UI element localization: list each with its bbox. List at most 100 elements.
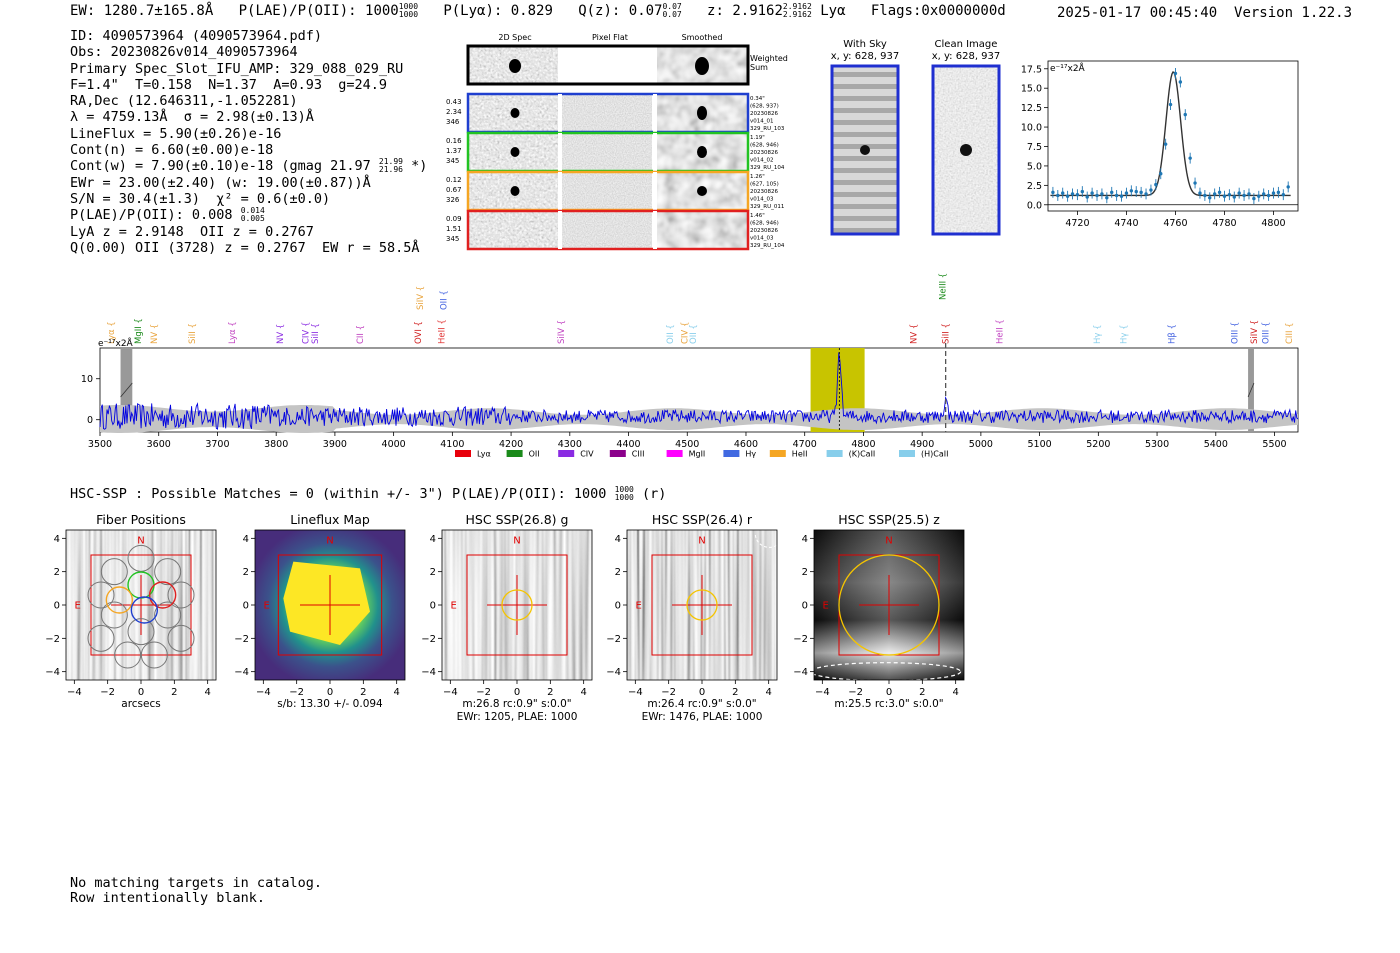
panel-ytick-label: 0: [243, 601, 249, 612]
fiber-circle: [140, 641, 168, 669]
spec-xtick-label: 5300: [1145, 439, 1169, 450]
fiber-cutouts: 2D Spec Pixel Flat Smoothed Weighted Sum…: [446, 33, 788, 251]
hsc-summary: HSC-SSP : Possible Matches = 0 (within +…: [70, 486, 666, 503]
fit-data-point: [1124, 191, 1129, 195]
cutout-pixelflat: [562, 211, 652, 249]
fiber-circle-highlight: [105, 586, 134, 614]
compass-n: N: [885, 535, 892, 546]
panel-ytick-label: 0: [430, 601, 436, 612]
emission-label: SiIV {: [557, 320, 567, 344]
cutout-right-meta: 20230826: [750, 111, 778, 117]
cutout-right-meta: 1.46": [750, 213, 765, 219]
z-hi: 2.9162: [782, 2, 812, 11]
panel-xtick-label: −4: [628, 687, 643, 698]
datetime: 2025-01-17 00:45:40: [1057, 5, 1218, 21]
fit-data-point: [1242, 193, 1246, 198]
search-box: [651, 554, 753, 656]
fit-unit-label: e⁻¹⁷x2Å: [1050, 62, 1086, 74]
spec-xtick-label: 4400: [616, 439, 640, 450]
cutout-row-2: 0.16 1.37 345 1.19" (628, 946)20230826 v014_0…: [446, 131, 785, 173]
flags-value: Flags:0x0000000d: [870, 3, 1006, 19]
panel-xtick-label: 2: [919, 687, 925, 698]
spec-xtick-label: 3500: [88, 439, 112, 450]
panel-ytick-label: −2: [421, 634, 436, 645]
spectrum-axes-frame: [99, 347, 1299, 433]
spec-xtick-label: 3800: [264, 439, 288, 450]
detection-info: ID: 4090573964 (4090573964.pdf) Obs: 202…: [70, 28, 427, 256]
fit-gaussian-curve: [1050, 71, 1291, 197]
cutout-gap: [558, 94, 562, 132]
emission-label: Lyα {: [107, 321, 117, 344]
panel-ytick-label: −4: [421, 667, 436, 678]
panel-xtick-label: 4: [393, 687, 399, 698]
ellipse-aperture: [810, 662, 962, 682]
fit-xtick-label: 4760: [1163, 218, 1187, 229]
search-box: [277, 554, 383, 656]
compass-e: E: [451, 600, 457, 611]
cutout-right-meta: (628, 937): [750, 104, 779, 110]
info-lineflux: LineFlux = 5.90(±0.26)e-16: [70, 125, 282, 142]
emission-label: CII {: [356, 325, 366, 344]
emission-line-labels: Lyα {MgII {NV {SiII {Lyα {NV {CIV {SiII …: [107, 273, 1295, 344]
spec-xtick-label: 4200: [499, 439, 523, 450]
hsc-panel-title: HSC SSP(26.4) r: [652, 512, 753, 527]
panel-caption: s/b: 13.30 +/- 0.094: [277, 698, 383, 710]
fiber-circle: [87, 581, 115, 609]
clean-image: [931, 64, 1001, 236]
cutout-right-meta: 1.19": [750, 135, 765, 141]
fit-ytick-label: 15.0: [1021, 84, 1042, 95]
emission-label: CIV {: [680, 322, 690, 344]
cutout-gap: [558, 172, 562, 210]
emission-label: NV {: [276, 324, 286, 344]
panel-xtick-label: 4: [765, 687, 771, 698]
compass-e: E: [823, 600, 829, 611]
legend-label: (K)CaII: [849, 450, 876, 459]
cutout-left-stat: 1.37: [446, 147, 462, 155]
emission-label: OIII {: [1262, 322, 1272, 344]
fiber-circle-highlight: [148, 581, 177, 609]
col-header-smoothed: Smoothed: [682, 33, 723, 42]
line-id: Lyα: [820, 3, 846, 19]
emission-label: SiII {: [942, 323, 952, 344]
fit-ytick-label: 10.0: [1021, 123, 1042, 134]
col-header-pixelflat: Pixel Flat: [592, 33, 628, 42]
fit-data-point: [1134, 189, 1138, 194]
panel-ytick-label: 4: [615, 534, 621, 545]
fit-data-point: [1119, 194, 1124, 198]
fit-ticks: 4720 4740 4760 4780 4800 0.0 2.5 5.0 7.5 10.0 12.5…: [1021, 64, 1286, 229]
hsc-panel-4: HSC SSP(26.4) r N E −4 −4 −2 −2 0 0 2 2 4 4 m:26.4 rc…: [606, 512, 778, 723]
spec-xtick-label: 4900: [910, 439, 934, 450]
spectrum-unit-label: e⁻¹⁷x2Å: [98, 337, 134, 349]
fit-data-point: [1222, 194, 1227, 198]
compass-e: E: [636, 600, 642, 611]
cutout-left-stat: 1.51: [446, 225, 462, 233]
info-sn: S/N = 30.4(±1.3) χ² = 0.6(±0.0): [70, 190, 331, 207]
version: Version 1.22.3: [1234, 5, 1353, 21]
panel-ytick-label: −4: [606, 667, 621, 678]
emission-label: OII {: [666, 324, 676, 344]
cutout-smoothed: [657, 211, 747, 249]
fit-xtick-label: 4800: [1261, 218, 1285, 229]
spectrum-legend: Lyα OII CIV CIII MgII Hγ HeII (K)CaII (H)CaII: [455, 450, 948, 459]
cutout-gap: [558, 211, 562, 249]
summary-header: EW: 1280.7±165.8Å P(LAE)/P(OII): 1000100…: [70, 2, 1006, 20]
info-radec: RA,Dec (12.646311,-1.052281): [70, 93, 298, 110]
legend-label: HeII: [792, 450, 808, 459]
panel-xtick-label: 2: [547, 687, 553, 698]
fit-xtick-label: 4780: [1212, 218, 1236, 229]
lineflux-peak: [283, 561, 370, 645]
cutout-left-stat: 345: [446, 235, 459, 243]
cutout-left-stat: 0.16: [446, 137, 462, 145]
hsc-panel-5: HSC SSP(25.5) z N E −4 −4 −2 −2 0 0 2 2 4 4 m:25.5 rc…: [793, 512, 965, 710]
clean-image-xy: x, y: 628, 937: [932, 51, 1001, 62]
fit-ytick-label: 2.5: [1027, 181, 1042, 192]
panel-xtick-label: 2: [171, 687, 177, 698]
emission-label: SiIV {: [1250, 320, 1260, 344]
emission-label: CIII {: [1285, 322, 1295, 344]
cutout-left-stat: 0.12: [446, 176, 462, 184]
hsc-summary-text: HSC-SSP : Possible Matches = 0 (within +…: [70, 486, 607, 502]
source-blob: [510, 186, 520, 196]
panel-caption: m:25.5 rc:3.0" s:0.0": [834, 698, 943, 710]
cutout-gap: [653, 172, 657, 210]
search-box: [466, 554, 568, 656]
